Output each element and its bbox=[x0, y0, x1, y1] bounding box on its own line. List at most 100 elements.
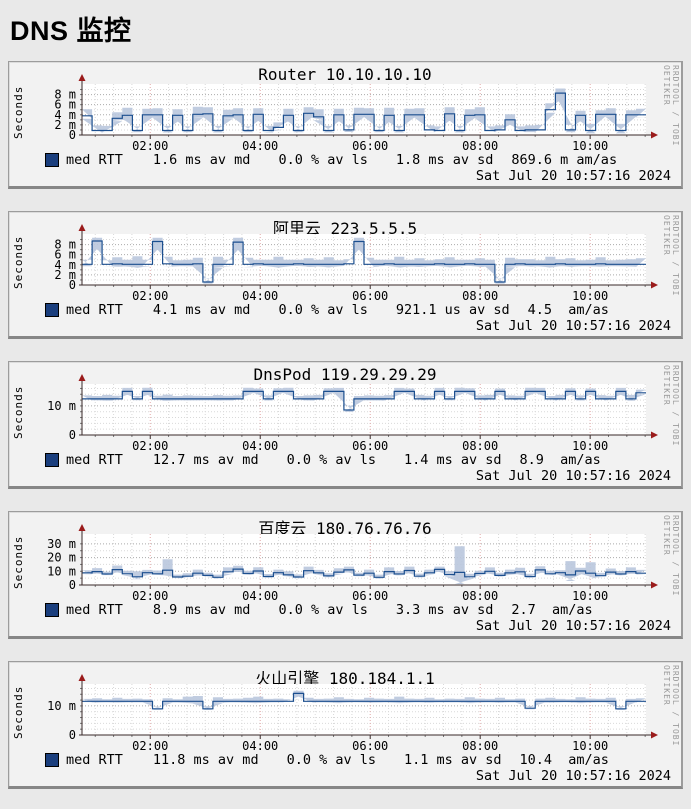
rtt-graph-canvas[interactable]: 02 m4 m6 m8 m 02:00 04:00 06:00 08:00 10:00 bbox=[9, 212, 678, 336]
svg-text:0: 0 bbox=[69, 128, 76, 142]
svg-text:10 m: 10 m bbox=[47, 399, 76, 413]
median-color-swatch bbox=[45, 753, 59, 767]
svg-text:6 m: 6 m bbox=[54, 98, 76, 112]
graph-title: 百度云 180.76.76.76 bbox=[258, 519, 432, 538]
svg-text:10:00: 10:00 bbox=[572, 139, 608, 153]
svg-text:2 m: 2 m bbox=[54, 268, 76, 282]
chart-timestamp: Sat Jul 20 10:57:16 2024 bbox=[475, 318, 671, 334]
svg-text:02:00: 02:00 bbox=[132, 139, 168, 153]
svg-text:10 m: 10 m bbox=[47, 564, 76, 578]
stat-sd: 921.1 us av sd bbox=[395, 302, 510, 318]
svg-text:08:00: 08:00 bbox=[462, 739, 498, 753]
svg-text:04:00: 04:00 bbox=[242, 739, 278, 753]
stat-sd: 1.4 ms av sd bbox=[403, 452, 502, 468]
svg-text:04:00: 04:00 bbox=[242, 139, 278, 153]
chart-timestamp: Sat Jul 20 10:57:16 2024 bbox=[475, 468, 671, 484]
svg-text:0: 0 bbox=[69, 728, 76, 742]
stat-median: 11.8 ms av md bbox=[152, 752, 259, 768]
svg-text:2 m: 2 m bbox=[54, 118, 76, 132]
svg-text:06:00: 06:00 bbox=[352, 289, 388, 303]
legend-series-name: med RTT bbox=[66, 152, 123, 168]
stat-amas: 4.5 am/as bbox=[527, 302, 609, 318]
median-color-swatch bbox=[45, 603, 59, 617]
rrdtool-watermark: RRDTOOL / TOBI OETIKER bbox=[662, 215, 680, 297]
svg-text:10:00: 10:00 bbox=[572, 439, 608, 453]
stat-median: 4.1 ms av md bbox=[152, 302, 251, 318]
chart-legend: med RTT 12.7 ms av md 0.0 % av ls 1.4 ms… bbox=[45, 452, 601, 468]
rrdtool-watermark: RRDTOOL / TOBI OETIKER bbox=[662, 365, 680, 447]
rtt-graph-canvas[interactable]: 0 10 m 02:00 04:00 06:00 08:00 10:00 bbox=[9, 662, 678, 786]
stat-loss: 0.0 % av ls bbox=[278, 302, 368, 318]
svg-text:0: 0 bbox=[69, 428, 76, 442]
svg-text:0: 0 bbox=[69, 578, 76, 592]
graph-panel-dnspod: DnsPod 119.29.29.29 Seconds 0 10 m 02:00 04… bbox=[8, 361, 683, 489]
stat-loss: 0.0 % av ls bbox=[286, 452, 376, 468]
median-color-swatch bbox=[45, 303, 59, 317]
svg-text:8 m: 8 m bbox=[54, 238, 76, 252]
chart-legend: med RTT 8.9 ms av md 0.0 % av ls 3.3 ms … bbox=[45, 602, 593, 618]
graph-title: 火山引擎 180.184.1.1 bbox=[255, 669, 435, 688]
svg-text:10:00: 10:00 bbox=[572, 289, 608, 303]
legend-series-name: med RTT bbox=[66, 302, 123, 318]
stat-sd: 1.8 ms av sd bbox=[395, 152, 494, 168]
stat-amas: 8.9 am/as bbox=[519, 452, 601, 468]
svg-text:0: 0 bbox=[69, 278, 76, 292]
svg-text:04:00: 04:00 bbox=[242, 439, 278, 453]
page-title: DNS 监控 bbox=[10, 16, 132, 46]
svg-text:06:00: 06:00 bbox=[352, 739, 388, 753]
svg-text:20 m: 20 m bbox=[47, 551, 76, 565]
svg-text:10:00: 10:00 bbox=[572, 739, 608, 753]
graph-title: DnsPod 119.29.29.29 bbox=[253, 365, 437, 384]
svg-text:4 m: 4 m bbox=[54, 108, 76, 122]
stat-amas: 2.7 am/as bbox=[511, 602, 593, 618]
rrdtool-watermark: RRDTOOL / TOBI OETIKER bbox=[662, 65, 680, 147]
svg-text:06:00: 06:00 bbox=[352, 139, 388, 153]
svg-text:06:00: 06:00 bbox=[352, 439, 388, 453]
rtt-graph-canvas[interactable]: 0 10 m 02:00 04:00 06:00 08:00 10:00 bbox=[9, 362, 678, 486]
rrdtool-watermark: RRDTOOL / TOBI OETIKER bbox=[662, 665, 680, 747]
legend-series-name: med RTT bbox=[66, 452, 123, 468]
stat-amas: 10.4 am/as bbox=[519, 752, 609, 768]
svg-text:10:00: 10:00 bbox=[572, 589, 608, 603]
svg-text:04:00: 04:00 bbox=[242, 589, 278, 603]
chart-legend: med RTT 11.8 ms av md 0.0 % av ls 1.1 ms… bbox=[45, 752, 609, 768]
legend-series-name: med RTT bbox=[66, 752, 123, 768]
svg-text:08:00: 08:00 bbox=[462, 289, 498, 303]
svg-text:08:00: 08:00 bbox=[462, 589, 498, 603]
svg-text:02:00: 02:00 bbox=[132, 439, 168, 453]
svg-text:08:00: 08:00 bbox=[462, 139, 498, 153]
graph-title: Router 10.10.10.10 bbox=[258, 65, 432, 84]
stat-sd: 3.3 ms av sd bbox=[395, 602, 494, 618]
legend-series-name: med RTT bbox=[66, 602, 123, 618]
svg-text:6 m: 6 m bbox=[54, 248, 76, 262]
stat-loss: 0.0 % av ls bbox=[278, 602, 368, 618]
svg-text:04:00: 04:00 bbox=[242, 289, 278, 303]
rrdtool-watermark: RRDTOOL / TOBI OETIKER bbox=[662, 515, 680, 597]
chart-timestamp: Sat Jul 20 10:57:16 2024 bbox=[475, 618, 671, 634]
stat-loss: 0.0 % av ls bbox=[278, 152, 368, 168]
svg-text:4 m: 4 m bbox=[54, 258, 76, 272]
stat-median: 1.6 ms av md bbox=[152, 152, 251, 168]
median-color-swatch bbox=[45, 153, 59, 167]
stat-sd: 1.1 ms av sd bbox=[403, 752, 502, 768]
graph-title: 阿里云 223.5.5.5 bbox=[272, 219, 418, 238]
graph-panel-volcengine: 火山引擎 180.184.1.1 Seconds 0 10 m 02:00 04:00… bbox=[8, 661, 683, 789]
svg-text:8 m: 8 m bbox=[54, 88, 76, 102]
stat-loss: 0.0 % av ls bbox=[286, 752, 376, 768]
median-color-swatch bbox=[45, 453, 59, 467]
chart-timestamp: Sat Jul 20 10:57:16 2024 bbox=[475, 768, 671, 784]
stat-median: 8.9 ms av md bbox=[152, 602, 251, 618]
stat-amas: 869.6 m am/as bbox=[511, 152, 618, 168]
stat-median: 12.7 ms av md bbox=[152, 452, 259, 468]
rtt-graph-canvas[interactable]: 02 m4 m6 m8 m 02:00 04:00 06:00 08:00 10:00 bbox=[9, 62, 678, 186]
svg-text:02:00: 02:00 bbox=[132, 289, 168, 303]
rtt-graph-canvas[interactable]: 010 m20 m30 m 02:00 04:00 06:00 08:00 10:00 bbox=[9, 512, 678, 636]
chart-legend: med RTT 1.6 ms av md 0.0 % av ls 1.8 ms … bbox=[45, 152, 617, 168]
chart-legend: med RTT 4.1 ms av md 0.0 % av ls 921.1 u… bbox=[45, 302, 609, 318]
chart-timestamp: Sat Jul 20 10:57:16 2024 bbox=[475, 168, 671, 184]
svg-text:30 m: 30 m bbox=[47, 537, 76, 551]
graph-panel-baiduyun: 百度云 180.76.76.76 Seconds 0 10 m 20 m 30 m 02… bbox=[8, 511, 683, 639]
svg-text:10 m: 10 m bbox=[47, 699, 76, 713]
